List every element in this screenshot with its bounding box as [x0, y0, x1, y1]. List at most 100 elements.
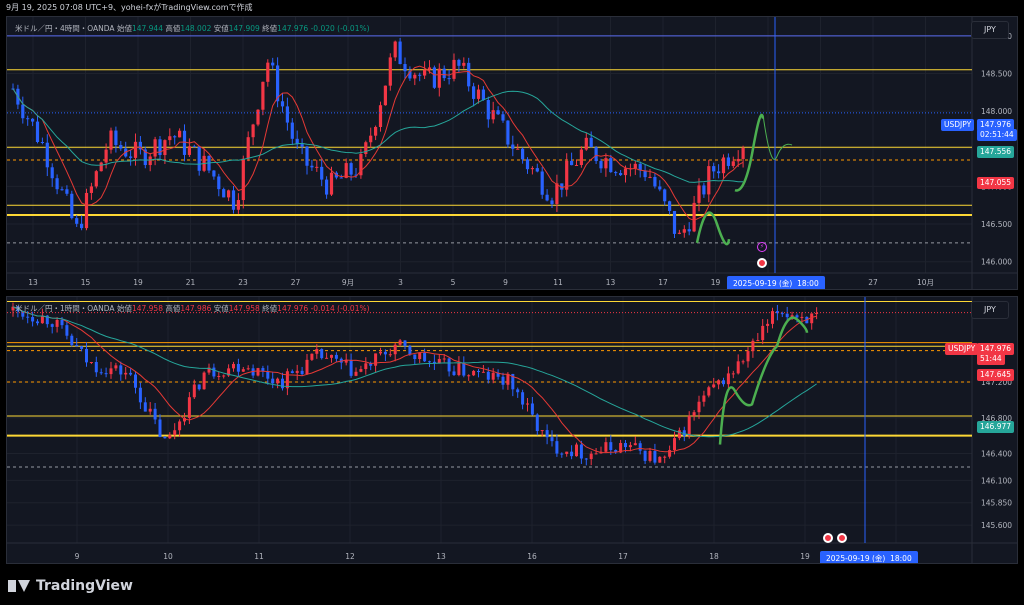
candle-body: [138, 387, 142, 403]
candle-body: [187, 397, 191, 419]
candle-body: [721, 157, 726, 174]
date-tick-label: 9月: [342, 278, 354, 287]
legend-change: -0.020 (-0.01%): [310, 24, 370, 33]
price-tick-label: 146.100: [981, 476, 1012, 485]
candle-body: [222, 189, 226, 198]
chart-canvas-1h[interactable]: 910111213161718192147.600147.200146.8001…: [7, 297, 1018, 564]
candle-body: [491, 372, 495, 380]
price-tag-countdown: 51:44: [977, 353, 1005, 365]
date-tick-label: 13: [436, 552, 446, 561]
candle-body: [540, 430, 544, 432]
candle-body: [55, 178, 59, 190]
candle-body: [197, 384, 201, 390]
legend-change: -0.014 (-0.01%): [310, 304, 370, 313]
candle-body: [594, 147, 598, 162]
candle-body: [692, 202, 696, 232]
candle-body: [673, 438, 676, 451]
candle-body: [109, 130, 113, 150]
candle-body: [638, 163, 642, 171]
crosshair-date-label: 2025-09-19 (金) 18:00: [820, 551, 918, 563]
candle-body: [266, 62, 270, 82]
ohlc-legend-1h: 米ドル／円・1時間・OANDA 始値147.958 高値147.986 安値14…: [15, 303, 370, 314]
candle-body: [815, 313, 819, 315]
economic-event-icon[interactable]: [823, 533, 833, 543]
candle-body: [472, 86, 476, 99]
candle-body: [310, 353, 314, 360]
candle-body: [614, 449, 618, 453]
flash-event-icon[interactable]: ⚡: [757, 242, 767, 252]
candle-body: [285, 106, 289, 123]
candle-body: [236, 363, 240, 372]
projection-path: [734, 113, 765, 192]
legend-open: 147.958: [131, 304, 163, 313]
candle-body: [736, 361, 740, 374]
legend-close: 147.976: [277, 304, 309, 313]
candle-body: [663, 456, 667, 458]
candle-body: [178, 130, 182, 138]
date-tick-label: 9: [75, 552, 80, 561]
candle-body: [403, 340, 407, 347]
candle-body: [143, 149, 147, 166]
candle-body: [506, 120, 510, 145]
candle-body: [570, 160, 574, 166]
candle-body: [707, 166, 711, 195]
economic-event-icon[interactable]: [837, 533, 847, 543]
legend-high: 147.986: [180, 304, 212, 313]
candle-body: [472, 370, 476, 376]
candle-body: [692, 412, 696, 416]
tradingview-logo[interactable]: TradingView: [8, 578, 133, 594]
candle-body: [481, 371, 485, 373]
candle-body: [129, 372, 133, 375]
candle-body: [104, 149, 108, 163]
candle-body: [668, 201, 672, 211]
price-tag-symbol: USDJPY: [945, 343, 979, 355]
projection-path: [695, 211, 731, 246]
candle-body: [276, 378, 280, 384]
candle-body: [212, 367, 216, 377]
candle-body: [40, 315, 44, 324]
candle-body: [790, 315, 794, 318]
candle-body: [388, 354, 392, 356]
crosshair-date: 2025-09-19 (金): [733, 279, 793, 288]
candle-body: [584, 458, 588, 460]
currency-button[interactable]: JPY: [971, 301, 1009, 319]
chart-canvas-4h[interactable]: 1315192123279月3591113171923252710月149.00…: [7, 17, 1018, 290]
candle-body: [619, 443, 623, 453]
price-tick-label: 147.200: [981, 378, 1012, 387]
candle-body: [393, 41, 397, 58]
candle-body: [516, 389, 520, 393]
brand-name: TradingView: [36, 578, 133, 594]
candle-body: [722, 380, 725, 385]
candle-body: [227, 368, 231, 376]
candle-body: [677, 232, 681, 234]
candle-body: [26, 118, 30, 120]
chart-pane-1h[interactable]: 910111213161718192147.600147.200146.8001…: [6, 296, 1018, 564]
candle-body: [99, 162, 103, 172]
candle-body: [584, 137, 588, 150]
candle-body: [467, 62, 471, 87]
projection-forecast: [762, 114, 793, 160]
candle-body: [393, 344, 397, 355]
candle-body: [21, 104, 25, 119]
economic-event-icon[interactable]: [757, 258, 767, 268]
legend-high-label: 高値: [165, 24, 181, 33]
candle-body: [516, 148, 520, 150]
candle-body: [329, 172, 334, 195]
candle-body: [628, 445, 632, 448]
currency-button[interactable]: JPY: [971, 21, 1009, 39]
candle-body: [344, 163, 348, 178]
price-tick-label: 148.000: [981, 107, 1012, 116]
date-tick-label: 27: [291, 278, 301, 287]
candle-body: [437, 68, 441, 88]
date-tick-label: 11: [254, 552, 264, 561]
price-tick-label: 145.850: [981, 499, 1012, 508]
candle-body: [560, 183, 564, 190]
candle-body: [163, 436, 167, 439]
candle-body: [36, 321, 39, 324]
candle-body: [682, 430, 686, 436]
candle-body: [638, 443, 642, 451]
chart-pane-4h[interactable]: 1315192123279月3591113171923252710月149.00…: [6, 16, 1018, 290]
candle-body: [575, 444, 578, 457]
candle-body: [555, 441, 559, 454]
candle-body: [447, 358, 451, 372]
